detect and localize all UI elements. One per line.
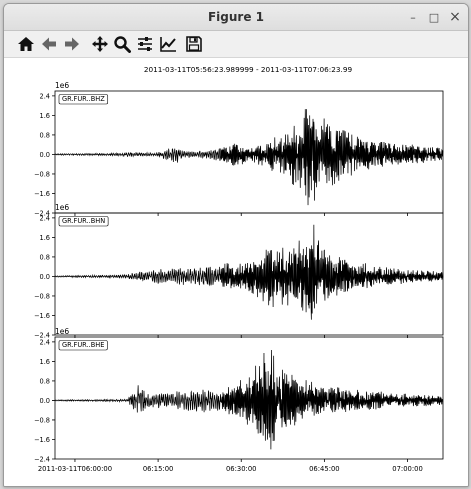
pan-icon bbox=[92, 36, 108, 52]
y-tick-label: 2.4 bbox=[40, 92, 51, 100]
axes-frame bbox=[54, 336, 444, 460]
x-tick-label: 06:15:00 bbox=[143, 465, 174, 473]
save-icon bbox=[186, 36, 202, 52]
axes-frame bbox=[54, 212, 444, 336]
y-tick-label: −0.8 bbox=[34, 416, 50, 424]
y-tick-label: 1.6 bbox=[40, 234, 51, 242]
subplots-icon bbox=[138, 37, 152, 51]
waveform-line bbox=[54, 350, 444, 450]
x-tick-label: 2011-03-11T06:00:00 bbox=[38, 465, 112, 473]
y-tick-label: −1.6 bbox=[34, 436, 50, 444]
y-tick-label: 0.0 bbox=[40, 151, 51, 159]
trace-panel: 1e6 2.4 1.6 0.8 0.0 −0.8 −1.6 −2.4 GR.FUR..BHE bbox=[34, 327, 444, 463]
window-title: Figure 1 bbox=[207, 10, 265, 24]
station-label: GR.FUR..BHN bbox=[62, 217, 105, 225]
subplots-button[interactable] bbox=[134, 33, 156, 55]
station-label-box bbox=[58, 340, 108, 351]
exponent-label: 1e6 bbox=[55, 203, 69, 212]
station-label-box bbox=[58, 216, 109, 227]
y-tick-label: −0.8 bbox=[34, 292, 50, 300]
y-tick-label: −0.8 bbox=[34, 170, 50, 178]
y-tick-label: −2.4 bbox=[34, 331, 50, 339]
y-tick-label: 0.8 bbox=[40, 131, 51, 139]
axes-edit-icon bbox=[160, 37, 176, 52]
pan-button[interactable] bbox=[89, 33, 111, 55]
forward-button[interactable] bbox=[61, 33, 83, 55]
trace-panel: 1e6 2.4 1.6 0.8 0.0 −0.8 −1.6 −2.4 GR.FUR..BHN bbox=[34, 203, 444, 339]
back-arrow-icon bbox=[42, 37, 56, 51]
y-tick-label: 0.8 bbox=[40, 377, 51, 385]
figure-plot: 2011-03-11T05:56:23.989999 - 2011-03-11T… bbox=[34, 65, 444, 473]
figure-header: 2011-03-11T05:56:23.989999 - 2011-03-11T… bbox=[144, 65, 353, 74]
y-tick-label: 0.0 bbox=[40, 397, 51, 405]
figure-canvas[interactable]: 2011-03-11T05:56:23.989999 - 2011-03-11T… bbox=[4, 58, 468, 486]
y-tick-label: 1.6 bbox=[40, 112, 51, 120]
station-label: GR.FUR..BHZ bbox=[62, 95, 105, 103]
exponent-label: 1e6 bbox=[55, 327, 69, 336]
x-tick-label: 06:45:00 bbox=[309, 465, 340, 473]
minimize-button[interactable]: – bbox=[410, 10, 416, 24]
waveform-line bbox=[54, 224, 444, 320]
close-button[interactable]: × bbox=[449, 9, 461, 25]
y-tick-label: −2.4 bbox=[34, 209, 50, 217]
y-tick-label: −1.6 bbox=[34, 312, 50, 320]
x-tick-label: 07:00:00 bbox=[392, 465, 423, 473]
edit-axes-button[interactable] bbox=[157, 33, 179, 55]
figure-window: Figure 1 – □ × bbox=[3, 3, 469, 487]
save-button[interactable] bbox=[183, 33, 205, 55]
y-tick-label: 1.6 bbox=[40, 358, 51, 366]
zoom-icon bbox=[114, 36, 131, 53]
station-label-box bbox=[58, 94, 109, 105]
y-tick-label: −2.4 bbox=[34, 455, 50, 463]
maximize-button[interactable]: □ bbox=[428, 10, 440, 24]
y-tick-label: 0.0 bbox=[40, 273, 51, 281]
toolbar bbox=[4, 31, 468, 58]
station-label: GR.FUR..BHE bbox=[62, 341, 104, 349]
y-tick-label: 2.4 bbox=[40, 214, 51, 222]
home-icon bbox=[18, 37, 34, 51]
home-button[interactable] bbox=[15, 33, 37, 55]
exponent-label: 1e6 bbox=[55, 81, 69, 90]
trace-panel: 1e6 2.4 1.6 0.8 0.0 −0.8 −1.6 −2.4 GR.FUR..BHZ bbox=[34, 81, 444, 217]
waveform-line bbox=[54, 109, 444, 206]
y-tick-label: 0.8 bbox=[40, 253, 51, 261]
back-button[interactable] bbox=[38, 33, 60, 55]
y-tick-label: −1.6 bbox=[34, 190, 50, 198]
x-tick-label: 06:30:00 bbox=[226, 465, 257, 473]
title-bar[interactable]: Figure 1 – □ × bbox=[4, 4, 468, 31]
zoom-button[interactable] bbox=[111, 33, 133, 55]
forward-arrow-icon bbox=[65, 37, 79, 51]
y-tick-label: 2.4 bbox=[40, 338, 51, 346]
